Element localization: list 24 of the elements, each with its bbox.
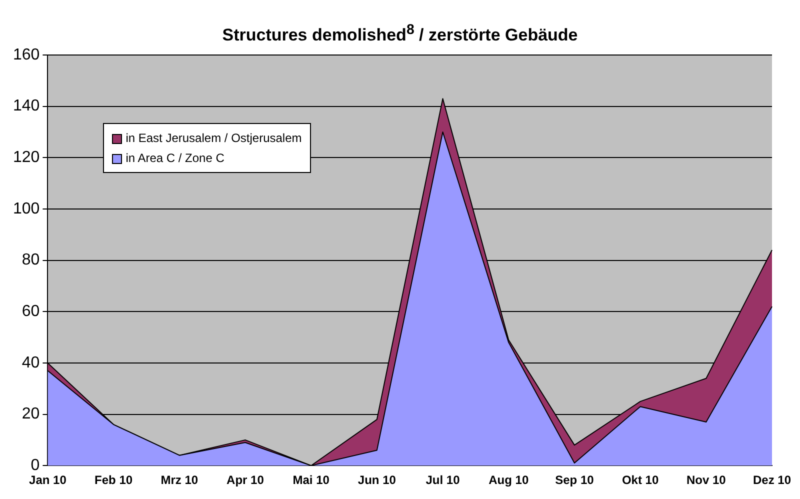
y-tick-label: 140 [12, 98, 40, 115]
y-tick-label: 160 [12, 46, 40, 64]
x-tick-label: Nov 10 [686, 473, 726, 488]
x-tick-label: Mrz 10 [160, 473, 198, 488]
x-tick-label: Jul 10 [426, 473, 460, 488]
x-tick-label: Okt 10 [622, 473, 659, 488]
legend-label: in Area C / Zone C [124, 150, 226, 167]
x-tick-label: Dez 10 [752, 473, 792, 488]
chart-title: Structures demolished$^{8}$ / zerstörte Gebäude [221, 22, 579, 46]
x-tick-label: Feb 10 [94, 473, 133, 488]
x-tick-label: Mai 10 [292, 473, 330, 488]
y-tick-label: 40 [22, 354, 40, 372]
y-tick-label: 100 [12, 200, 40, 218]
x-tick-label: Aug 10 [488, 473, 529, 488]
y-tick-label: 0 [30, 457, 40, 474]
legend-label: in East Jerusalem / Ostjerusalem [124, 130, 302, 147]
y-tick-label: 120 [12, 149, 40, 166]
y-tick-label: 80 [22, 252, 40, 269]
x-tick-label: Jun 10 [358, 473, 396, 488]
x-tick-label: Sep 10 [555, 473, 594, 488]
y-tick-label: 60 [22, 303, 40, 320]
x-tick-label: Jan 10 [29, 473, 67, 488]
x-tick-label: Apr 10 [226, 473, 264, 488]
y-tick-label: 20 [22, 406, 40, 423]
